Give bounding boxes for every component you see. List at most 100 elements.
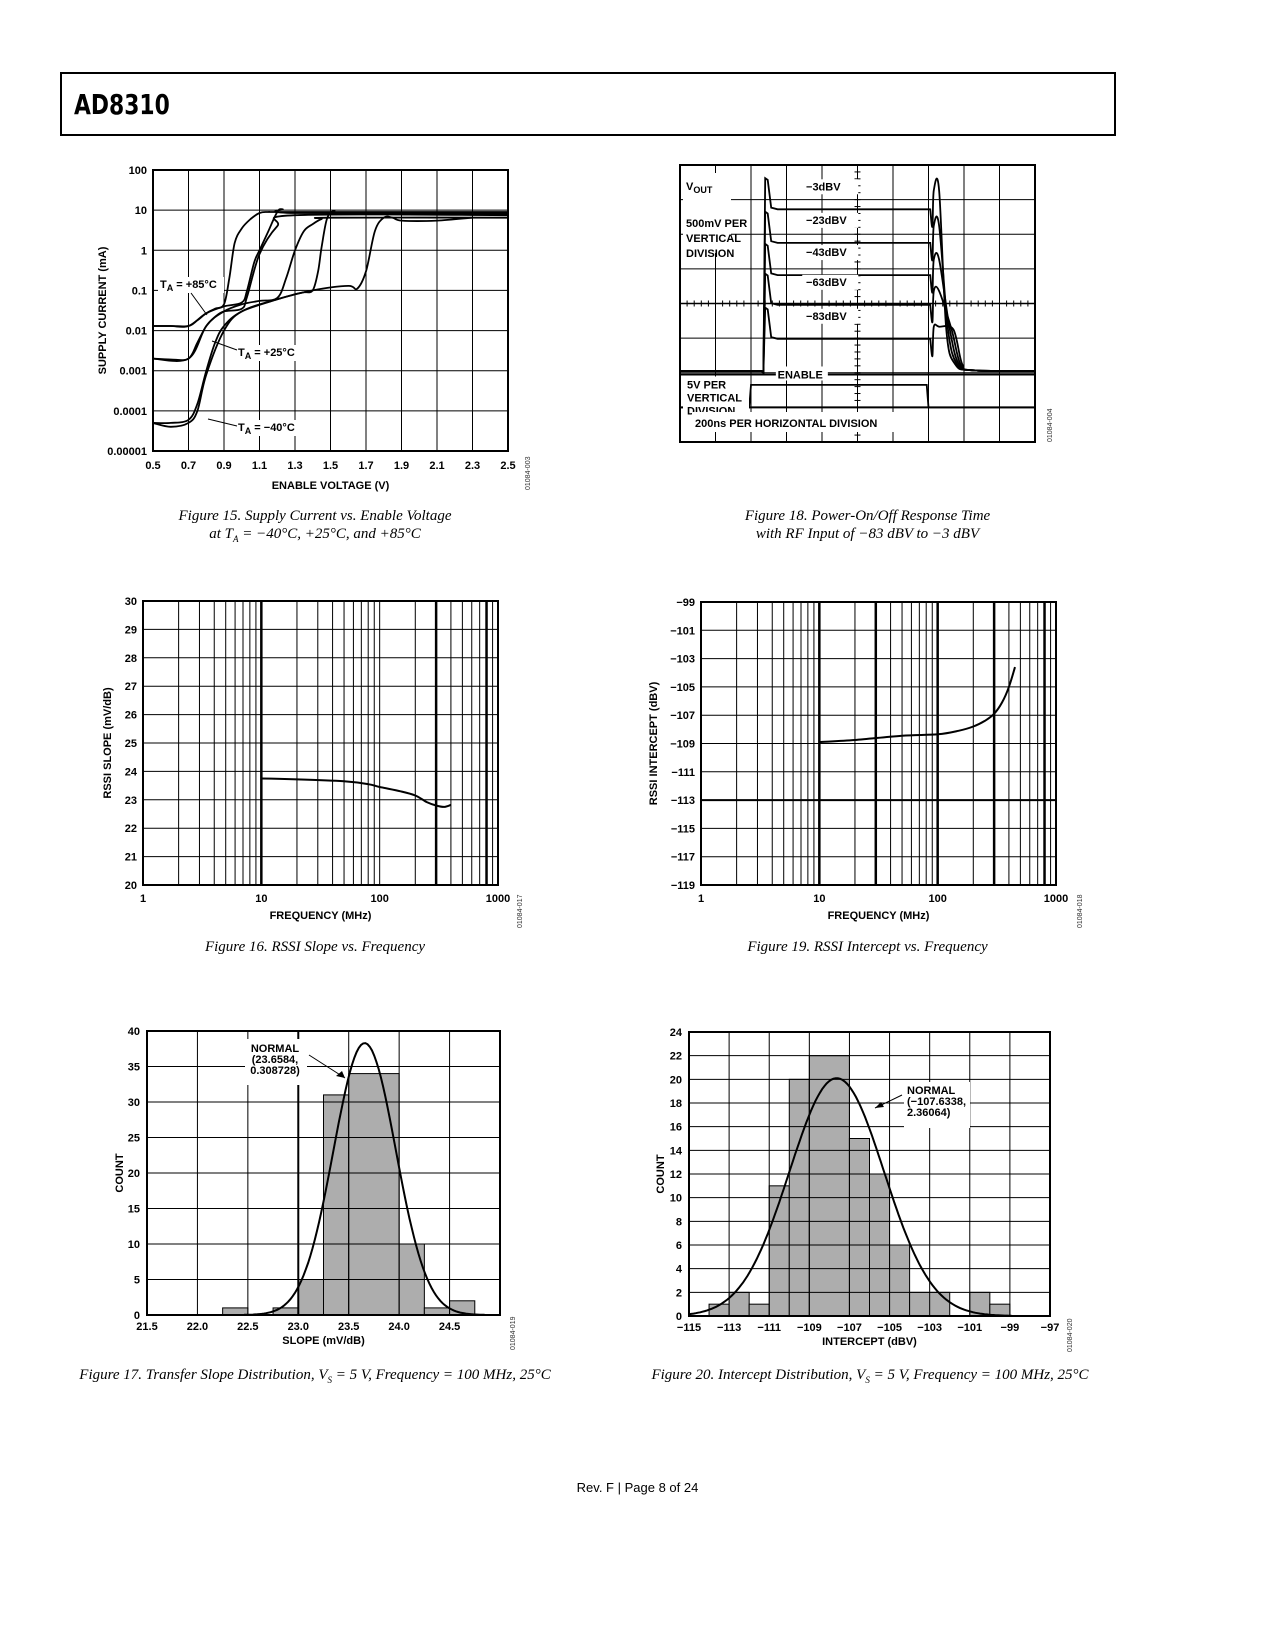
plot-frame — [688, 1031, 1051, 1317]
y-tick-label: 20 — [670, 1074, 682, 1086]
x-tick-label: 1 — [698, 893, 704, 905]
histogram-bar — [768, 1185, 790, 1317]
x-tick-label: −115 — [677, 1322, 701, 1334]
y-tick-label: 14 — [670, 1145, 683, 1157]
plot-frame — [152, 169, 509, 452]
y-tick-label: −113 — [671, 795, 695, 807]
figure-19-chart: −99 −101 −103 −105 −107 −109 −111 −113 −115 −117 −… — [648, 597, 1084, 928]
figure-16-chart: 30 29 28 27 26 25 24 23 22 21 201 10 100 1000 FREQUENC… — [102, 596, 524, 928]
y-tick-label: −99 — [676, 597, 695, 609]
y-tick-label: −119 — [671, 880, 695, 892]
caption-line: Figure 17. Transfer Slope Distribution, … — [79, 1367, 328, 1383]
annotation-arrow — [211, 340, 238, 351]
caption-line: = −40°C, +25°C, and +85°C — [238, 526, 421, 542]
figure-code: 01084-018 — [1077, 894, 1084, 928]
y-axis-label: RSSI INTERCEPT (dBV) — [648, 681, 660, 805]
figure-16-caption: Figure 16. RSSI Slope vs. Frequency — [140, 938, 490, 956]
vertical-scale-label: DIVISION — [686, 248, 734, 260]
normal-fit-label: (−107.6338, — [907, 1096, 966, 1108]
y-tick-label: 5 — [134, 1275, 140, 1287]
y-tick-label: −107 — [670, 710, 695, 722]
x-tick-label: 10 — [255, 893, 267, 905]
y-tick-label: 6 — [676, 1240, 682, 1252]
y-tick-label: 0.00001 — [107, 446, 147, 458]
vertical-scale-label: 500mV PER — [686, 218, 747, 230]
y-tick-label: 20 — [125, 880, 137, 892]
histogram-bar — [348, 1073, 400, 1316]
temperature-label: TA = −40°C — [238, 422, 295, 436]
x-tick-label: 2.5 — [500, 460, 515, 472]
caption-line: = 5 V, Frequency = 100 MHz, 25°C — [869, 1367, 1089, 1383]
page-header: AD8310 — [60, 72, 1116, 136]
label-background — [245, 1039, 307, 1085]
arrowhead — [336, 1071, 345, 1078]
y-axis-label: SUPPLY CURRENT (mA) — [97, 246, 109, 374]
page-footer: Rev. F | Page 8 of 24 — [576, 1480, 699, 1495]
trace-level-label: −63dBV — [806, 277, 847, 289]
y-tick-label: 18 — [670, 1098, 682, 1110]
histogram-bar — [423, 1307, 451, 1316]
label-background — [802, 274, 859, 290]
x-tick-label: 10 — [813, 893, 825, 905]
histogram-bar — [748, 1303, 770, 1317]
figure-15-caption: Figure 15. Supply Current vs. Enable Vol… — [140, 507, 490, 548]
y-tick-label: −109 — [670, 739, 695, 751]
plot-frame — [142, 600, 499, 886]
figure-code: 01084-017 — [517, 894, 524, 928]
normal-fit-label: (23.6584, — [252, 1054, 298, 1066]
y-tick-label: 24 — [670, 1027, 683, 1039]
x-tick-label: 2.3 — [465, 460, 480, 472]
y-tick-label: 1 — [141, 245, 147, 257]
x-tick-label: 100 — [928, 893, 946, 905]
label-background — [692, 412, 894, 432]
histogram-bar — [297, 1279, 325, 1316]
x-tick-label: 1.1 — [252, 460, 267, 472]
data-series-line — [819, 666, 1016, 744]
caption-line: Figure 18. Power-On/Off Response Time — [744, 508, 991, 524]
x-axis-label: INTERCEPT (dBV) — [822, 1336, 917, 1348]
x-tick-label: 0.9 — [216, 460, 231, 472]
label-background — [775, 366, 828, 381]
y-tick-label: 24 — [125, 766, 138, 778]
histogram-bar — [848, 1138, 870, 1317]
y-tick-label: 35 — [128, 1062, 140, 1074]
y-axis-label: COUNT — [114, 1153, 126, 1192]
caption-subscript: A — [233, 534, 239, 544]
x-tick-label: −109 — [797, 1322, 822, 1334]
y-tick-label: 100 — [129, 165, 147, 177]
trace-level-label: −43dBV — [806, 247, 847, 259]
caption-line: = 5 V, Frequency = 100 MHz, 25°C — [331, 1367, 551, 1383]
x-tick-label: −107 — [837, 1322, 862, 1334]
figure-code: 01084-020 — [1067, 1318, 1074, 1352]
figure-15-chart: 0.5 0.7 0.9 1.1 1.3 1.5 1.7 1.9 2.1 2.3 2.51001010… — [97, 165, 532, 492]
x-tick-label: 1.7 — [358, 460, 373, 472]
x-tick-label: 23.5 — [338, 1321, 359, 1333]
y-tick-label: 0.1 — [132, 285, 147, 297]
label-background — [802, 212, 859, 228]
trace-level-label: −3dBV — [806, 181, 841, 193]
x-axis-label: FREQUENCY (MHz) — [270, 910, 372, 922]
data-series-line — [152, 215, 473, 428]
y-tick-label: 25 — [128, 1133, 140, 1145]
histogram-bar — [808, 1055, 850, 1317]
y-tick-label: 15 — [128, 1204, 140, 1216]
figure-18-scope: −3dBV −23dBV −43dBV −63dBV −83dBV VOUT 500mV P… — [679, 164, 1054, 443]
scope-frame — [679, 164, 1036, 443]
x-tick-label: 1.5 — [323, 460, 338, 472]
x-tick-label: −97 — [1041, 1322, 1060, 1334]
enable-scale-label: VERTICAL — [687, 392, 742, 404]
vout-trace — [680, 306, 1036, 375]
x-axis-label: SLOPE (mV/dB) — [282, 1335, 365, 1347]
caption-subscript: S — [327, 1375, 332, 1385]
annotation-arrow — [207, 418, 238, 427]
x-tick-label: −113 — [717, 1322, 741, 1334]
y-tick-label: 0.001 — [119, 366, 147, 378]
x-tick-label: 23.0 — [288, 1321, 309, 1333]
y-tick-label: 0 — [134, 1310, 140, 1322]
y-tick-label: −115 — [671, 823, 695, 835]
caption-line: at T — [209, 526, 233, 542]
normal-fit-label: NORMAL — [907, 1085, 956, 1097]
x-tick-label: 24.5 — [439, 1321, 460, 1333]
caption-line: with RF Input of −83 dBV to −3 dBV — [755, 526, 980, 542]
